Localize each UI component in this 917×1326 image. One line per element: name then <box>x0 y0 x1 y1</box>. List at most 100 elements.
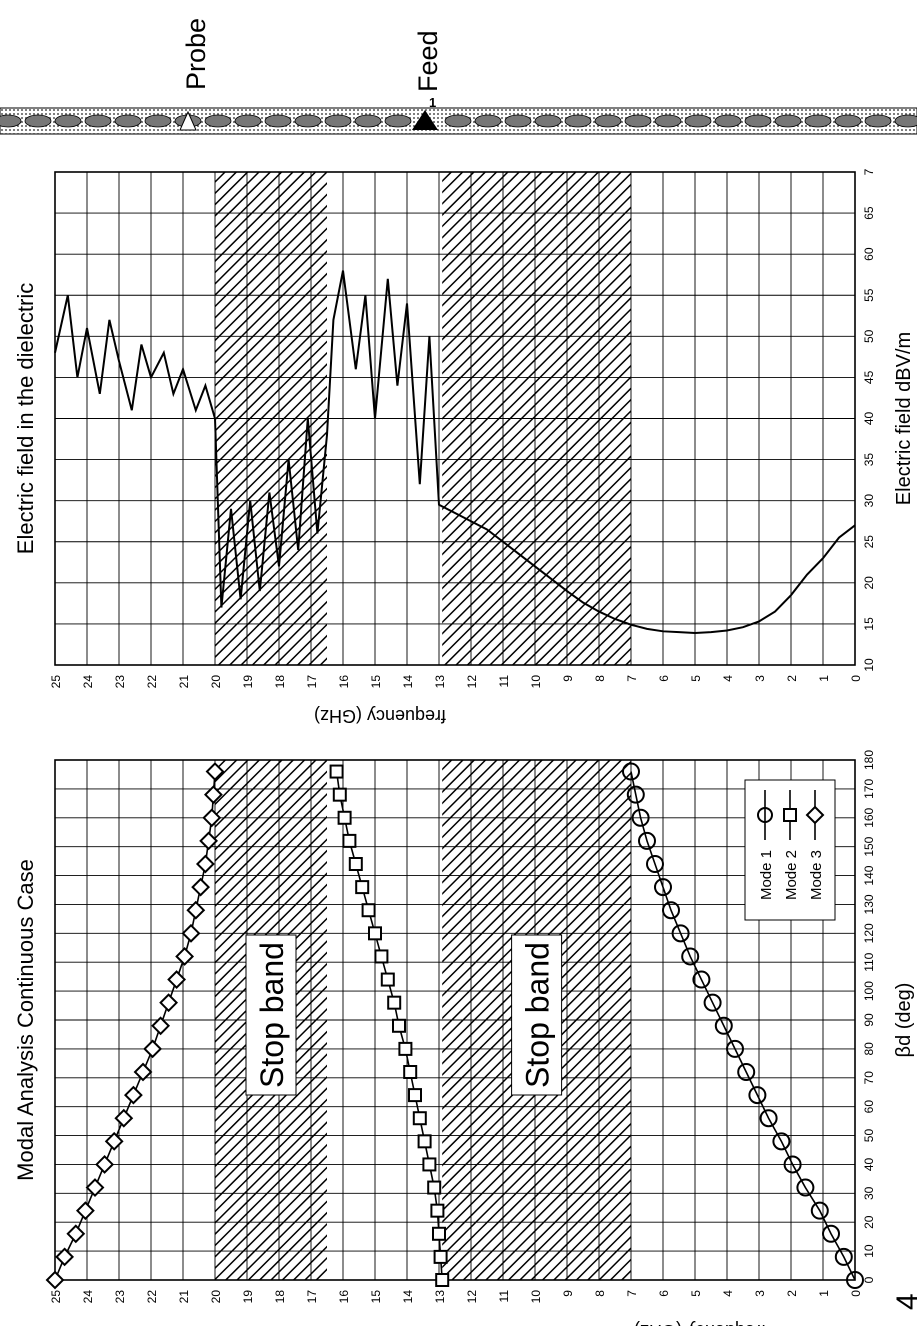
frequency-tick-label: 6 <box>657 675 671 682</box>
value-tick-label: 30 <box>862 494 876 508</box>
value-tick-label: 45 <box>862 370 876 384</box>
frequency-tick-label: 23 <box>113 675 127 689</box>
frequency-tick-label: 25 <box>49 1290 63 1304</box>
strip-lobe <box>205 115 231 127</box>
frequency-tick-label: 7 <box>625 1290 639 1297</box>
value-tick-label: 40 <box>862 412 876 426</box>
legend-marker <box>784 809 796 821</box>
data-point <box>419 1135 431 1147</box>
frequency-tick-label: 19 <box>241 675 255 689</box>
data-point <box>116 1110 132 1126</box>
data-point <box>183 925 199 941</box>
value-tick-label: 35 <box>862 453 876 467</box>
value-tick-label: 20 <box>862 576 876 590</box>
data-point <box>125 1087 141 1103</box>
frequency-axis-label: frequency (GHz) <box>634 1321 766 1326</box>
frequency-tick-label: 5 <box>689 675 703 682</box>
frequency-tick-label: 2 <box>785 1290 799 1297</box>
value-tick-label: 25 <box>862 535 876 549</box>
data-point <box>435 1251 447 1263</box>
value-tick-label: 40 <box>862 1157 876 1171</box>
value-tick-label: 7 <box>862 168 876 175</box>
feed-marker-number: 1 <box>429 95 436 110</box>
data-point <box>431 1205 443 1217</box>
frequency-tick-label: 24 <box>81 675 95 689</box>
data-point <box>428 1182 440 1194</box>
value-tick-label: 170 <box>862 779 876 799</box>
data-point <box>97 1156 113 1172</box>
frequency-tick-label: 3 <box>753 675 767 682</box>
data-point <box>414 1112 426 1124</box>
data-point <box>169 972 185 988</box>
strip-lobe <box>55 115 81 127</box>
frequency-tick-label: 1 <box>817 1290 831 1297</box>
strip-lobe <box>655 115 681 127</box>
frequency-tick-label: 13 <box>433 675 447 689</box>
frequency-tick-label: 2 <box>785 675 799 682</box>
strip-lobe <box>235 115 261 127</box>
legend: Mode 1Mode 2Mode 3 <box>745 780 835 920</box>
electric-field-chart: 0123456789101112131415161718192021222324… <box>13 168 915 726</box>
frequency-tick-label: 22 <box>145 675 159 689</box>
series-mode-3 <box>47 764 223 1288</box>
frequency-axis-label: frequency (GHz) <box>314 706 446 726</box>
data-point <box>433 1228 445 1240</box>
frequency-tick-label: 19 <box>241 1290 255 1304</box>
value-tick-label: 20 <box>862 1215 876 1229</box>
frequency-tick-label: 6 <box>657 1290 671 1297</box>
data-point <box>193 879 209 895</box>
frequency-tick-label: 17 <box>305 675 319 689</box>
feed-label: Feed <box>413 30 443 92</box>
frequency-tick-label: 25 <box>49 675 63 689</box>
frequency-tick-label: 11 <box>497 1290 511 1303</box>
series-line <box>55 772 215 1280</box>
frequency-tick-label: 14 <box>401 675 415 689</box>
value-tick-label: 100 <box>862 981 876 1001</box>
data-point <box>356 881 368 893</box>
strip-lobe <box>0 115 21 127</box>
data-point <box>343 835 355 847</box>
strip-lobe <box>115 115 141 127</box>
frequency-tick-label: 16 <box>337 675 351 689</box>
modal-analysis-chart: 0123456789101112131415161718192021222324… <box>13 750 915 1326</box>
data-point <box>375 950 387 962</box>
value-axis-label: Electric field dBV/m <box>893 332 915 505</box>
data-point <box>197 856 213 872</box>
figure-number-fragment: 4 <box>891 1293 917 1310</box>
strip-lobe <box>565 115 591 127</box>
frequency-tick-label: 5 <box>689 1290 703 1297</box>
data-point <box>404 1066 416 1078</box>
strip-lobe <box>805 115 831 127</box>
frequency-tick-label: 14 <box>401 1290 415 1304</box>
strip-lobe <box>295 115 321 127</box>
data-point <box>399 1043 411 1055</box>
frequency-tick-label: 15 <box>369 1290 383 1304</box>
value-tick-label: 90 <box>862 1013 876 1027</box>
data-point <box>369 927 381 939</box>
frequency-tick-label: 4 <box>721 1290 735 1297</box>
strip-lobe <box>865 115 891 127</box>
frequency-tick-label: 10 <box>529 1290 543 1304</box>
data-point <box>393 1020 405 1032</box>
value-tick-label: 10 <box>862 658 876 672</box>
frequency-tick-label: 21 <box>177 1290 191 1304</box>
strip-lobe <box>625 115 651 127</box>
value-axis-label: βd (deg) <box>893 983 915 1058</box>
frequency-tick-label: 4 <box>721 675 735 682</box>
strip-lobe <box>85 115 111 127</box>
value-tick-label: 160 <box>862 807 876 827</box>
frequency-tick-label: 13 <box>433 1290 447 1304</box>
strip-lobe <box>505 115 531 127</box>
value-tick-label: 0 <box>862 1276 876 1283</box>
data-point <box>331 766 343 778</box>
strip-lobe <box>445 115 471 127</box>
frequency-tick-label: 17 <box>305 1290 319 1304</box>
series-mode-2 <box>331 766 449 1286</box>
chart-title: Electric field in the dielectric <box>13 283 38 554</box>
value-tick-label: 180 <box>862 750 876 770</box>
value-tick-label: 50 <box>862 329 876 343</box>
strip-lobe <box>775 115 801 127</box>
legend-entry: Mode 3 <box>808 850 825 900</box>
frequency-tick-label: 22 <box>145 1290 159 1304</box>
